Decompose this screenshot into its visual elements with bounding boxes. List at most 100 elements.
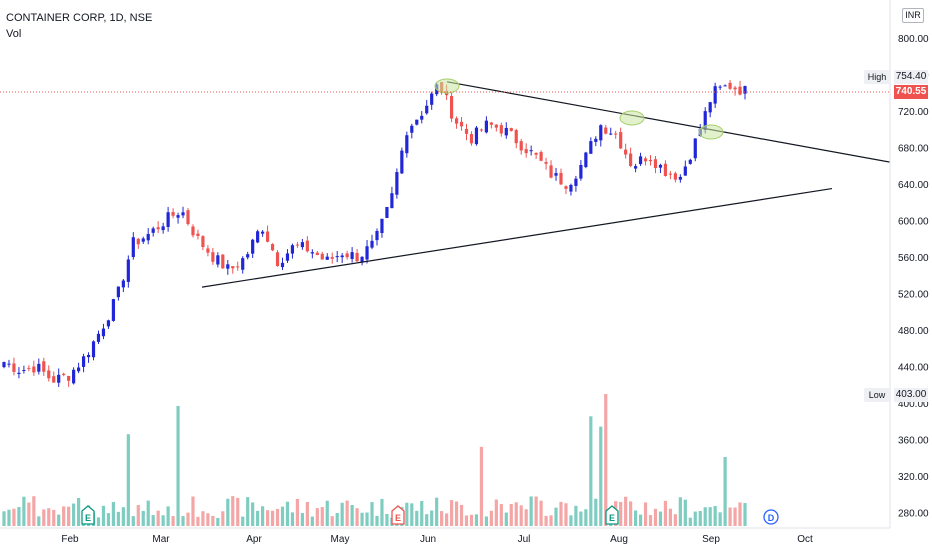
volume-bar bbox=[315, 508, 319, 526]
candle-body bbox=[469, 134, 474, 144]
volume-bar bbox=[216, 517, 220, 526]
candle-body bbox=[67, 375, 71, 381]
price-tick-label: 320.00 bbox=[898, 472, 929, 483]
volume-bar bbox=[668, 508, 673, 526]
volume-bar bbox=[181, 516, 185, 526]
candle-body bbox=[464, 128, 469, 134]
candle-body bbox=[355, 252, 359, 262]
volume-bar bbox=[32, 496, 36, 526]
volume-bar bbox=[201, 511, 205, 526]
candle-body bbox=[176, 215, 180, 218]
volume-bar bbox=[330, 516, 334, 526]
volume-bar bbox=[708, 507, 712, 526]
volume-bar bbox=[430, 510, 434, 526]
time-tick-label: Aug bbox=[610, 534, 628, 545]
candle-body bbox=[524, 149, 528, 154]
volume-bar bbox=[539, 500, 543, 526]
candle-body bbox=[619, 132, 623, 149]
candle-body bbox=[370, 240, 374, 248]
volume-bar bbox=[663, 500, 668, 526]
volume-bar bbox=[504, 512, 508, 526]
volume-bar bbox=[236, 497, 240, 526]
resistance-trendline bbox=[446, 81, 891, 163]
candle-body bbox=[191, 226, 195, 236]
volume-bar bbox=[345, 500, 349, 526]
candle-body bbox=[633, 166, 638, 169]
volume-bar bbox=[499, 504, 503, 526]
candle-body bbox=[37, 363, 41, 372]
volume-bar bbox=[42, 509, 46, 526]
candle-body bbox=[136, 238, 140, 245]
candle-body bbox=[663, 163, 668, 176]
volume-bar bbox=[261, 506, 265, 526]
volume-bar bbox=[121, 507, 125, 526]
volume-bar bbox=[514, 502, 518, 526]
volume-indicator-label: Vol bbox=[6, 28, 22, 40]
candle-body bbox=[743, 86, 747, 94]
volume-bar bbox=[270, 510, 275, 526]
candle-body bbox=[246, 254, 250, 258]
candle-body bbox=[693, 138, 697, 159]
candle-body bbox=[166, 212, 170, 227]
current-price-badge: 740.55 bbox=[894, 85, 928, 99]
volume-bar bbox=[683, 499, 687, 526]
candle-body bbox=[146, 233, 150, 241]
volume-bar bbox=[256, 510, 260, 526]
candle-body bbox=[280, 262, 285, 268]
currency-label[interactable]: INR bbox=[902, 8, 924, 23]
candle-body bbox=[653, 159, 658, 169]
candle-body bbox=[594, 138, 598, 142]
volume-bar bbox=[629, 501, 633, 526]
candle-body bbox=[131, 237, 135, 258]
candle-body bbox=[290, 245, 295, 254]
candle-body bbox=[126, 259, 130, 282]
candle-body bbox=[121, 280, 125, 288]
candle-body bbox=[201, 236, 205, 248]
volume-bar bbox=[380, 498, 384, 526]
touch-highlight bbox=[434, 78, 460, 94]
candle-body bbox=[265, 231, 270, 242]
candle-body bbox=[708, 102, 712, 113]
candle-body bbox=[454, 118, 459, 124]
volume-bar bbox=[713, 506, 717, 526]
candle-body bbox=[345, 253, 349, 258]
volume-bar bbox=[723, 457, 727, 526]
volume-bar bbox=[733, 507, 737, 526]
candle-body bbox=[574, 178, 578, 186]
candle-body bbox=[405, 135, 409, 154]
candle-body bbox=[17, 372, 21, 374]
candle-body bbox=[534, 152, 538, 155]
candle-body bbox=[330, 257, 334, 259]
price-tick-label: 480.00 bbox=[898, 326, 929, 337]
volume-bar bbox=[484, 516, 488, 526]
price-tick-label: 600.00 bbox=[898, 217, 929, 228]
candle-body bbox=[96, 333, 101, 342]
candle-body bbox=[12, 363, 16, 372]
volume-bar bbox=[678, 497, 682, 526]
volume-bar bbox=[12, 508, 16, 526]
volume-bar bbox=[76, 498, 81, 526]
time-tick-label: May bbox=[331, 534, 350, 545]
volume-bar bbox=[101, 505, 106, 526]
candle-body bbox=[415, 119, 419, 125]
volume-bar bbox=[290, 512, 295, 526]
volume-bar bbox=[445, 513, 449, 526]
volume-bar bbox=[221, 511, 225, 526]
volume-bar bbox=[385, 513, 389, 526]
candle-body bbox=[320, 253, 324, 260]
volume-bar bbox=[300, 513, 304, 526]
touch-highlight bbox=[698, 124, 724, 140]
candle-body bbox=[544, 162, 548, 164]
volume-bar bbox=[459, 504, 464, 526]
candle-body bbox=[579, 165, 583, 179]
volume-bar bbox=[67, 506, 71, 526]
earnings-marker-label: E bbox=[609, 513, 615, 523]
volume-bar bbox=[151, 515, 155, 526]
candle-body bbox=[643, 158, 648, 162]
volume-bar bbox=[27, 502, 31, 526]
volume-bar bbox=[604, 394, 608, 526]
volume-bar bbox=[295, 498, 300, 526]
candle-body bbox=[489, 122, 493, 125]
candle-body bbox=[181, 212, 185, 216]
